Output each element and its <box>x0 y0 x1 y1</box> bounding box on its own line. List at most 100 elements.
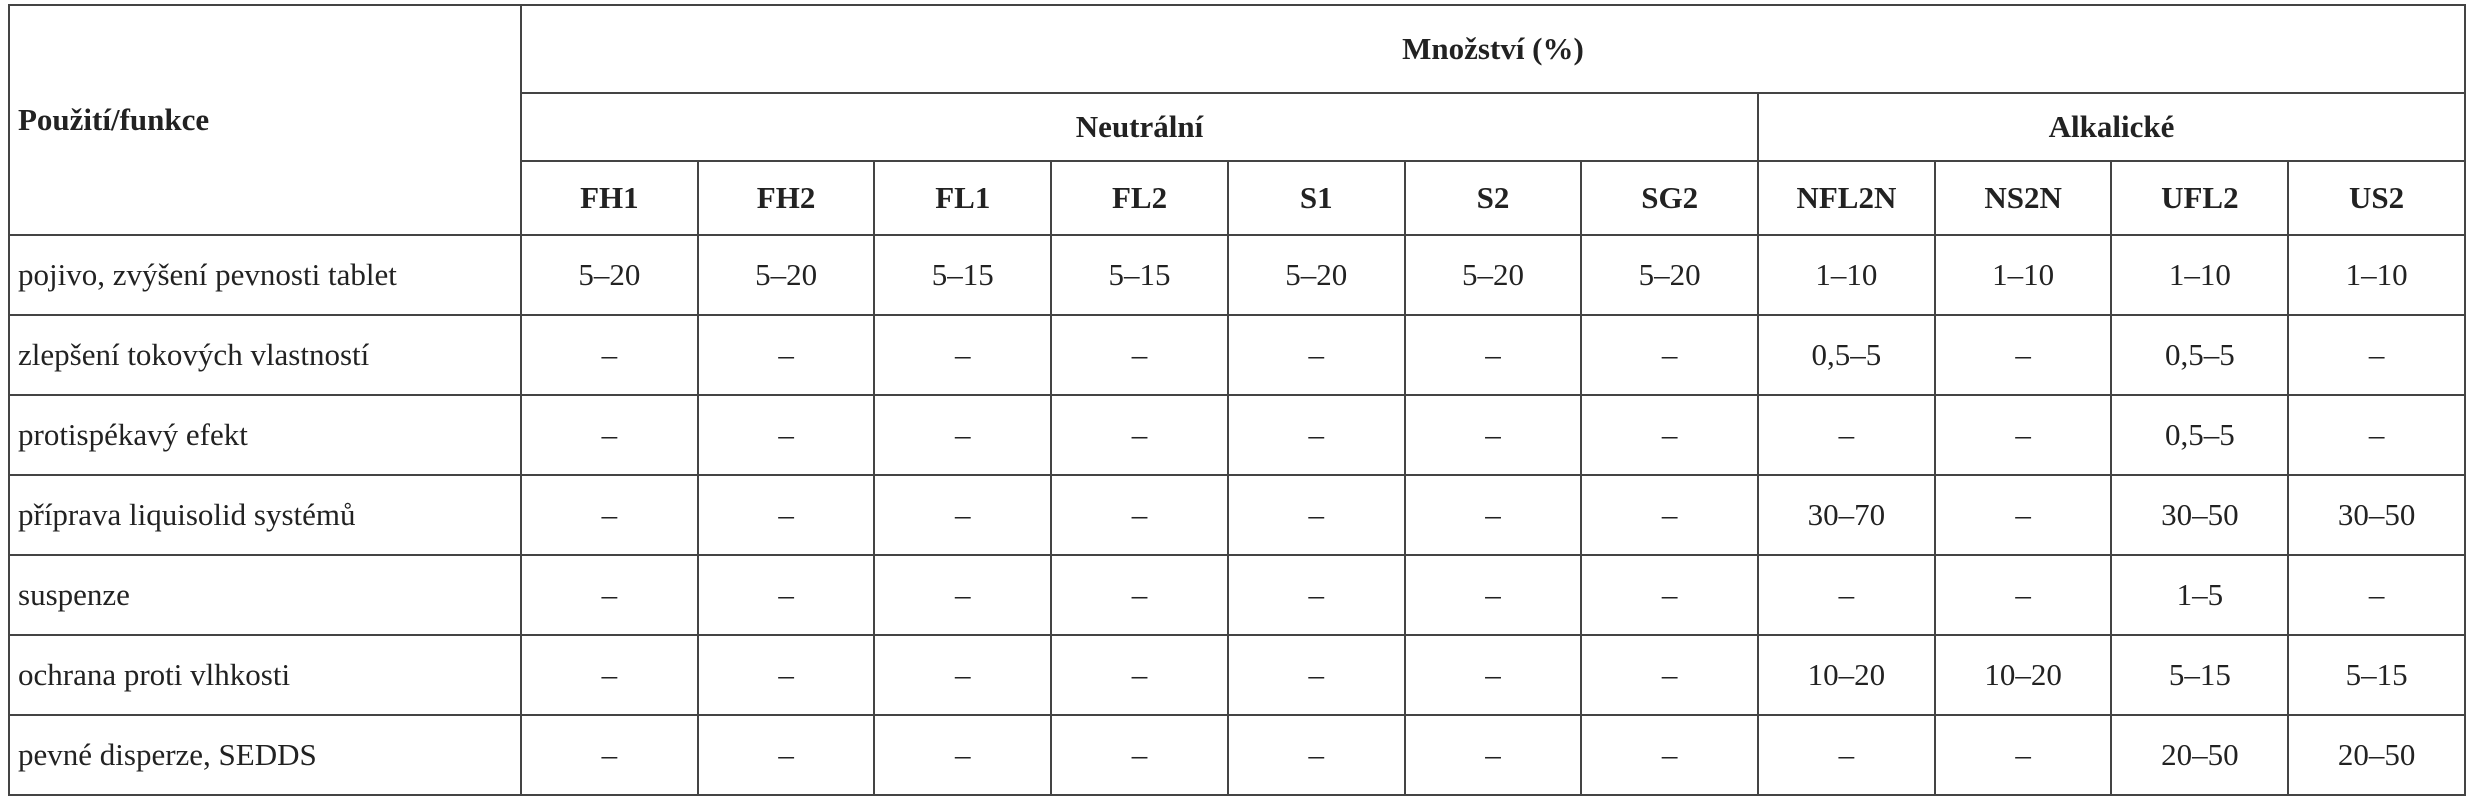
cell: – <box>1226 714 1406 796</box>
cell: 20–50 <box>2110 714 2290 796</box>
cell: – <box>1403 474 1583 556</box>
row-label: protispékavý efekt <box>8 394 522 476</box>
cell: 0,5–5 <box>2110 394 2290 476</box>
row-label: suspenze <box>8 554 522 636</box>
cell: – <box>873 554 1053 636</box>
group-header: Alkalické <box>1757 92 2467 162</box>
cell: – <box>1226 474 1406 556</box>
column-row: FH1 FH2 FL1 FL2 S1 S2 SG2 NFL2N NS2N UFL2 US2 <box>9 160 2467 236</box>
cell: – <box>2287 394 2467 476</box>
cell: – <box>1933 394 2113 476</box>
cell: – <box>1226 634 1406 716</box>
cell: – <box>2287 554 2467 636</box>
cell: – <box>1580 314 1760 396</box>
group-header: Neutrální <box>519 92 1760 162</box>
cell: 1–10 <box>1933 234 2113 316</box>
cell: – <box>1757 394 1936 476</box>
column-header: FL1 <box>873 160 1053 236</box>
row-label: pevné disperze, SEDDS <box>8 714 522 796</box>
cell: – <box>873 714 1053 796</box>
cell: – <box>696 554 876 636</box>
cell: – <box>1050 634 1229 716</box>
cell: – <box>1933 714 2113 796</box>
cell: – <box>1933 554 2113 636</box>
cell: – <box>1580 634 1760 716</box>
cell: 5–15 <box>2110 634 2290 716</box>
data-row: protispékavý efekt – – – – – – – – –0,5–5– <box>8 394 2467 476</box>
cell: – <box>520 714 699 796</box>
column-header: S2 <box>1403 160 1583 236</box>
cell: – <box>1050 394 1229 476</box>
cell: – <box>873 314 1053 396</box>
cell: – <box>1580 394 1760 476</box>
row-label: ochrana proti vlhkosti <box>8 634 522 716</box>
cell: 5–15 <box>873 234 1053 316</box>
column-header: SG2 <box>1580 160 1760 236</box>
cell: 30–50 <box>2110 474 2290 556</box>
cell: – <box>520 314 699 396</box>
column-header: FL2 <box>1050 160 1229 236</box>
data-row: pevné disperze, SEDDS – – – – – – – – –20–50 20–50 <box>8 714 2467 796</box>
cell: 5–20 <box>1226 234 1406 316</box>
data-row: pojivo, zvýšení pevnosti tablet 5–20 5–20 5… <box>8 234 2467 316</box>
cell: – <box>1403 634 1583 716</box>
cell: – <box>696 474 876 556</box>
cell: – <box>696 314 876 396</box>
cell: 1–10 <box>1757 234 1936 316</box>
cell: – <box>696 714 876 796</box>
cell: – <box>1403 714 1583 796</box>
data-row: suspenze – – – – – – – – –1–5– <box>8 554 2467 636</box>
column-header: NFL2N <box>1757 160 1936 236</box>
cell: – <box>1580 554 1760 636</box>
cell: – <box>520 554 699 636</box>
cell: 5–15 <box>1050 234 1229 316</box>
cell: 1–5 <box>2110 554 2290 636</box>
row-header: Použití/funkce <box>8 4 522 236</box>
data-table: Použití/funkce Množství (%) Neutrální Alkal… <box>8 4 2467 796</box>
cell: – <box>1580 714 1760 796</box>
cell: – <box>873 474 1053 556</box>
cell: 5–15 <box>2287 634 2467 716</box>
cell: 30–50 <box>2287 474 2467 556</box>
data-row: příprava liquisolid systémů – – – – – – –30–70–… <box>8 474 2467 556</box>
cell: 1–10 <box>2287 234 2467 316</box>
column-header: UFL2 <box>2110 160 2290 236</box>
cell: – <box>1050 314 1229 396</box>
group-row: Neutrální Alkalické <box>9 92 2467 162</box>
cell: – <box>2287 314 2467 396</box>
table-title: Množství (%) <box>519 4 2467 94</box>
cell: – <box>696 394 876 476</box>
cell: – <box>1226 314 1406 396</box>
row-label: pojivo, zvýšení pevnosti tablet <box>8 234 522 316</box>
cell: – <box>1403 554 1583 636</box>
cell: – <box>1050 474 1229 556</box>
page: Použití/funkce Množství (%) Neutrální Alkal… <box>0 4 2470 804</box>
column-header: S1 <box>1226 160 1406 236</box>
cell: – <box>1757 714 1936 796</box>
data-row: zlepšení tokových vlastností – – – – – – –0,5–5… <box>8 314 2467 396</box>
cell: 10–20 <box>1757 634 1936 716</box>
cell: – <box>1226 394 1406 476</box>
column-header: FH2 <box>696 160 876 236</box>
cell: – <box>1226 554 1406 636</box>
cell: – <box>520 474 699 556</box>
cell: – <box>1757 554 1936 636</box>
header-row: Použití/funkce Množství (%) <box>8 4 2467 236</box>
cell: – <box>1050 554 1229 636</box>
cell: 5–20 <box>520 234 699 316</box>
cell: 10–20 <box>1933 634 2113 716</box>
cell: 20–50 <box>2287 714 2467 796</box>
column-header: FH1 <box>520 160 699 236</box>
cell: – <box>1050 714 1229 796</box>
cell: 30–70 <box>1757 474 1936 556</box>
cell: 5–20 <box>696 234 876 316</box>
cell: 0,5–5 <box>1757 314 1936 396</box>
cell: – <box>1580 474 1760 556</box>
data-row: ochrana proti vlhkosti – – – – – – –10–20 10–20 5… <box>8 634 2467 716</box>
cell: 0,5–5 <box>2110 314 2290 396</box>
cell: – <box>520 634 699 716</box>
cell: – <box>1403 394 1583 476</box>
cell: – <box>520 394 699 476</box>
cell: – <box>696 634 876 716</box>
cell: – <box>1933 314 2113 396</box>
